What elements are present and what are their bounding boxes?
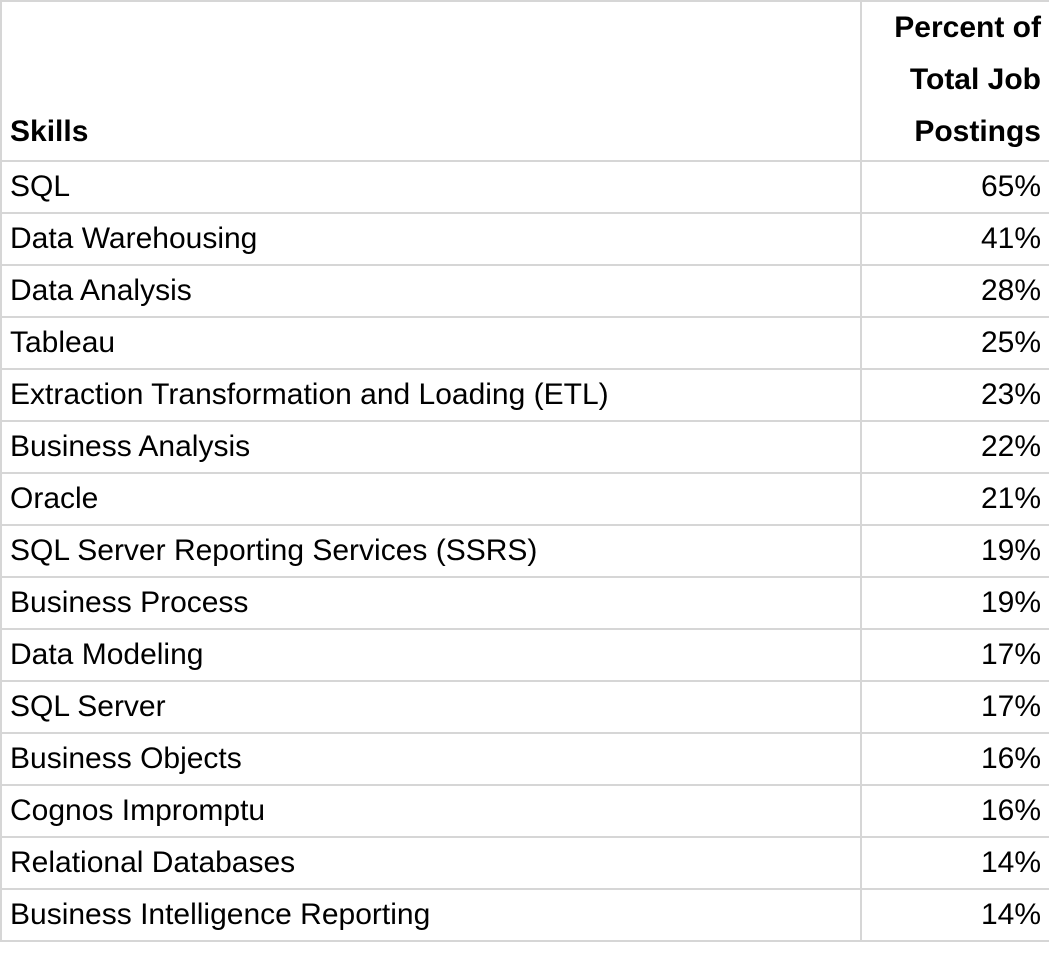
skill-cell: Business Analysis [0, 420, 862, 474]
percent-cell: 17% [860, 680, 1049, 734]
table-row: Data Analysis 28% [0, 264, 1049, 318]
table-row: SQL Server Reporting Services (SSRS) 19% [0, 524, 1049, 578]
skill-cell: Cognos Impromptu [0, 784, 862, 838]
skill-cell: Data Analysis [0, 264, 862, 318]
table-body: SQL 65% Data Warehousing 41% Data Analysis 28… [0, 160, 1049, 942]
table-row: Relational Databases 14% [0, 836, 1049, 890]
table-row: Data Modeling 17% [0, 628, 1049, 682]
skill-cell: Extraction Transformation and Loading (E… [0, 368, 862, 422]
percent-cell: 19% [860, 524, 1049, 578]
skill-cell: Data Modeling [0, 628, 862, 682]
table-row: Extraction Transformation and Loading (E… [0, 368, 1049, 422]
header-cell: Skills [0, 0, 862, 162]
table-row: Business Objects 16% [0, 732, 1049, 786]
percent-cell: 65% [860, 160, 1049, 214]
header-row: Skills Percent of Total Job Postings [0, 0, 1049, 162]
table-row: Tableau 25% [0, 316, 1049, 370]
percent-cell: 25% [860, 316, 1049, 370]
percent-cell: 28% [860, 264, 1049, 318]
skill-cell: Oracle [0, 472, 862, 526]
percent-cell: 21% [860, 472, 1049, 526]
skill-cell: Tableau [0, 316, 862, 370]
table-row: Data Warehousing 41% [0, 212, 1049, 266]
skill-cell: Relational Databases [0, 836, 862, 890]
skill-cell: SQL [0, 160, 862, 214]
table-row: Oracle 21% [0, 472, 1049, 526]
percent-cell: 14% [860, 836, 1049, 890]
skill-cell: Data Warehousing [0, 212, 862, 266]
table-row: Cognos Impromptu 16% [0, 784, 1049, 838]
percent-cell: 22% [860, 420, 1049, 474]
table-row: SQL 65% [0, 160, 1049, 214]
skill-cell: Business Intelligence Reporting [0, 888, 862, 942]
skill-cell: Business Objects [0, 732, 862, 786]
skill-cell: Business Process [0, 576, 862, 630]
percent-cell: 23% [860, 368, 1049, 422]
percent-cell: 14% [860, 888, 1049, 942]
table-row: Business Process 19% [0, 576, 1049, 630]
percent-cell: 17% [860, 628, 1049, 682]
skill-cell: SQL Server Reporting Services (SSRS) [0, 524, 862, 578]
table-row: Business Intelligence Reporting 14% [0, 888, 1049, 942]
percent-cell: 16% [860, 732, 1049, 786]
percent-cell: 41% [860, 212, 1049, 266]
percent-cell: 19% [860, 576, 1049, 630]
table-row: SQL Server 17% [0, 680, 1049, 734]
percent-cell: 16% [860, 784, 1049, 838]
skill-cell: SQL Server [0, 680, 862, 734]
table-row: Business Analysis 22% [0, 420, 1049, 474]
header-cell: Percent of Total Job Postings [860, 0, 1049, 162]
